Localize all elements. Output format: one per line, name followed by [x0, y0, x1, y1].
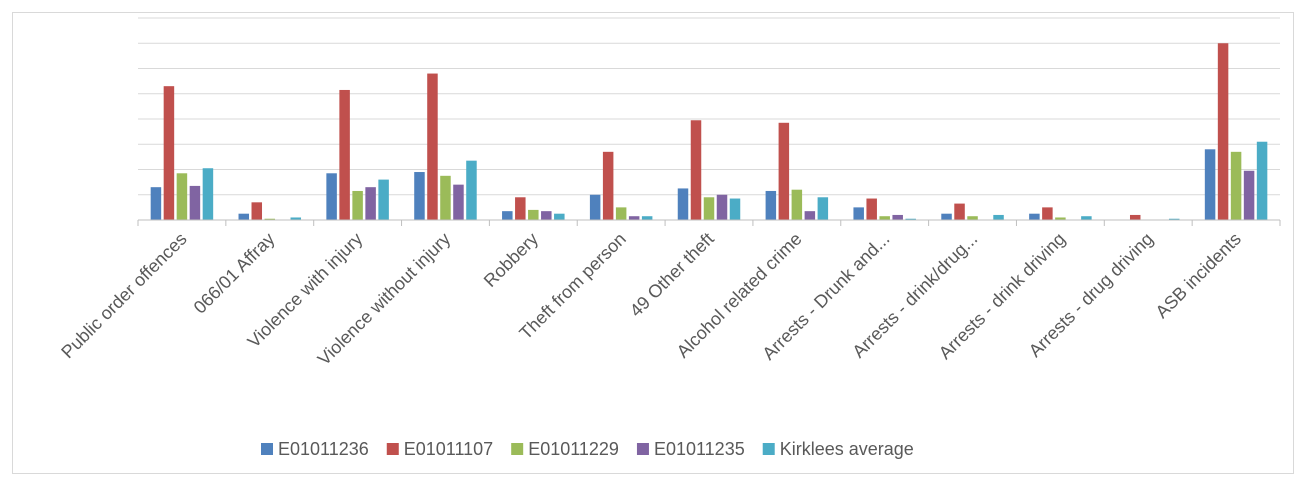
legend: E01011236 E01011107 E01011229 E01011235 Kirk…	[261, 439, 914, 459]
x-axis	[137, 219, 1281, 226]
bar	[778, 122, 790, 220]
legend-swatch	[386, 443, 399, 455]
bar	[453, 184, 464, 220]
legend-label: E01011236	[278, 439, 369, 459]
bar	[954, 203, 965, 220]
bar	[615, 207, 627, 220]
category-label: Robbery	[480, 229, 542, 291]
bar	[150, 187, 162, 220]
bar	[1243, 170, 1255, 220]
legend-label: E01011229	[528, 439, 619, 459]
bar	[1055, 217, 1066, 220]
bar	[554, 213, 565, 220]
bar	[238, 213, 250, 220]
bar	[528, 209, 539, 220]
bar	[941, 213, 952, 220]
bar	[202, 168, 214, 220]
category-label: Public order offences	[57, 229, 190, 362]
bar	[853, 207, 864, 220]
bar	[716, 194, 728, 220]
legend-label: E01011235	[654, 439, 745, 459]
bar	[251, 202, 263, 220]
bar	[905, 218, 916, 220]
legend-swatch	[261, 443, 273, 455]
bar	[641, 216, 653, 220]
bar	[765, 190, 777, 220]
bar	[502, 211, 513, 220]
category-label: 066/01 Affray	[190, 229, 279, 318]
bar	[339, 89, 350, 221]
bar	[866, 198, 877, 220]
bar	[326, 173, 337, 220]
bar	[1230, 151, 1242, 220]
bar	[791, 189, 803, 220]
bar	[440, 175, 451, 220]
bar	[515, 197, 526, 220]
bar	[1042, 207, 1053, 220]
bar	[879, 216, 890, 220]
bar	[163, 86, 175, 220]
bar	[602, 151, 614, 220]
legend-swatch	[762, 443, 775, 455]
bar	[1129, 214, 1141, 220]
bar	[804, 211, 816, 220]
bar	[589, 194, 601, 220]
bar	[176, 173, 188, 220]
legend-label: E01011107	[404, 439, 493, 459]
category-label: 49 Other theft	[626, 229, 718, 321]
bar	[1168, 218, 1180, 220]
chart-area: Public order offences 066/01 Affray Violen…	[12, 12, 1294, 474]
bar	[378, 179, 389, 220]
bar	[1256, 141, 1268, 220]
bar	[690, 120, 702, 220]
bar	[817, 197, 829, 220]
bar	[703, 197, 715, 220]
bar	[264, 218, 276, 220]
gridlines	[138, 17, 1280, 196]
bar	[628, 216, 640, 220]
bar	[466, 160, 477, 220]
bar	[290, 217, 302, 220]
bar	[365, 187, 376, 220]
bars	[150, 43, 1268, 221]
bar	[541, 211, 552, 220]
bar	[1217, 43, 1229, 220]
bar	[892, 214, 903, 220]
category-label: ASB incidents	[1152, 229, 1245, 322]
bar	[993, 214, 1004, 220]
bar	[729, 198, 741, 220]
bar	[1081, 216, 1092, 220]
legend-label: Kirklees average	[780, 439, 914, 459]
bar	[352, 190, 363, 220]
bar	[414, 172, 425, 220]
legend-swatch	[511, 443, 524, 455]
bar	[967, 216, 978, 220]
legend-swatch	[636, 443, 649, 455]
bar	[1204, 149, 1216, 220]
bar	[1029, 213, 1040, 220]
bar	[189, 185, 201, 220]
bar	[427, 73, 438, 220]
bar	[677, 188, 689, 220]
